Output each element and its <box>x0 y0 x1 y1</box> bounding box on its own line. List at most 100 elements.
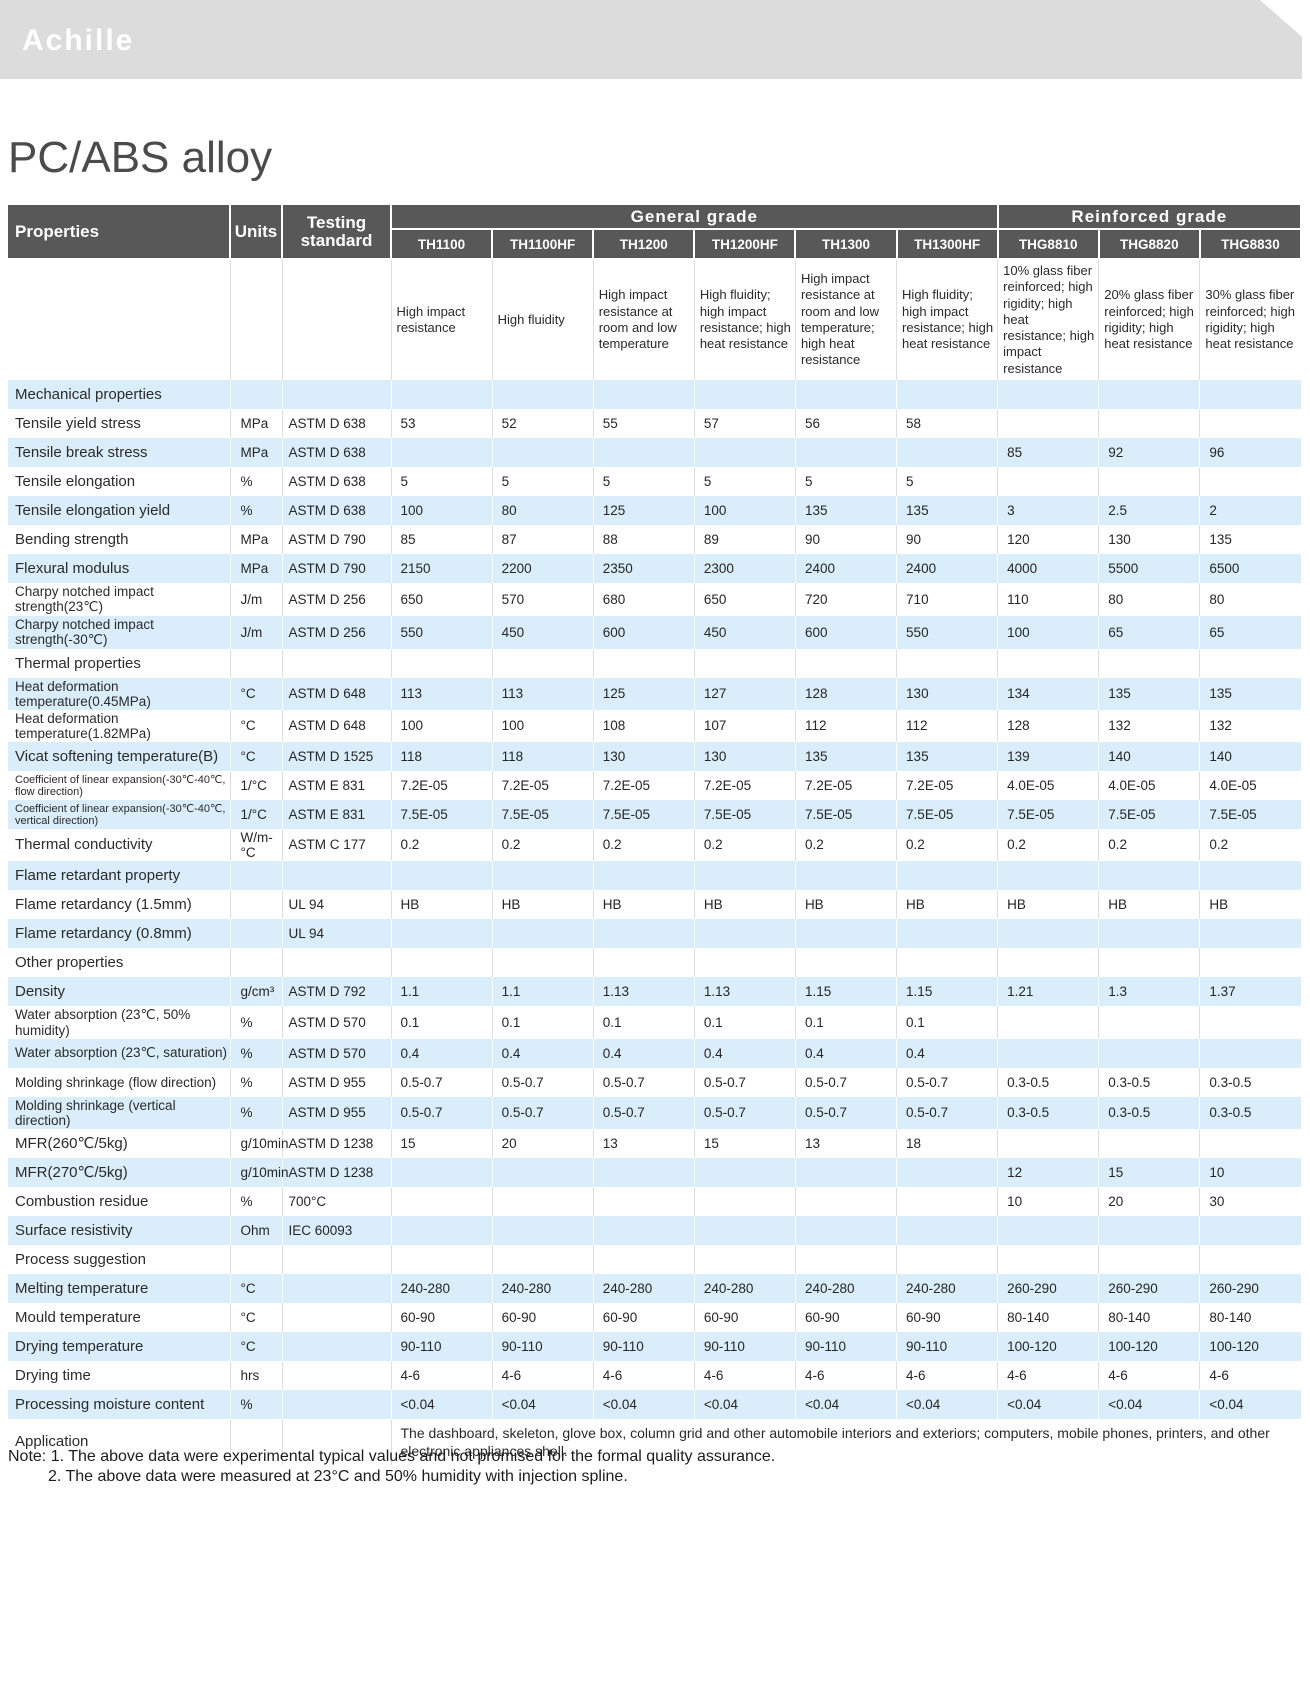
property-cell: Heat deformation temperature(1.82MPa) <box>8 709 231 742</box>
value-cell: 100-120 <box>997 1331 1100 1361</box>
value-cell <box>1098 408 1201 438</box>
value-cell <box>997 1244 1100 1274</box>
value-cell <box>391 918 493 948</box>
value-cell: 0.5-0.7 <box>795 1067 898 1097</box>
property-cell: Water absorption (23℃, 50% humidity) <box>8 1005 231 1039</box>
property-cell: MFR(270℃/5kg) <box>8 1157 231 1187</box>
data-row: Coefficient of linear expansion(-30℃-40℃… <box>8 770 1301 800</box>
value-cell: 100 <box>391 495 493 525</box>
value-cell <box>391 860 493 890</box>
value-cell: <0.04 <box>997 1389 1100 1419</box>
value-cell: <0.04 <box>1209 1396 1244 1412</box>
value-cell: 5500 <box>1098 553 1201 583</box>
unit-cell: % <box>230 1067 283 1097</box>
unit-cell: W/m-°C <box>230 828 283 861</box>
value-cell <box>1098 648 1201 678</box>
standard-cell: ASTM D 638 <box>282 437 392 467</box>
grade-description: High impact resistance at room and low t… <box>795 259 898 380</box>
value-cell: 6500 <box>1209 560 1240 576</box>
data-row: Coefficient of linear expansion(-30℃-40℃… <box>8 799 1301 829</box>
section-row: Other properties <box>8 947 1301 977</box>
value-cell: 90-110 <box>896 1331 999 1361</box>
value-cell: 130 <box>694 741 796 771</box>
value-cell: 2300 <box>694 553 796 583</box>
value-cell: 0.4 <box>694 1038 796 1068</box>
value-cell <box>1200 861 1301 890</box>
value-cell <box>492 1244 594 1274</box>
value-cell <box>694 1186 796 1216</box>
value-cell: 1.37 <box>1209 983 1236 999</box>
value-cell <box>795 918 898 948</box>
value-cell <box>391 437 493 467</box>
value-cell: 107 <box>694 709 796 742</box>
value-cell <box>896 648 999 678</box>
value-cell <box>896 1215 999 1245</box>
data-row: Heat deformation temperature(0.45MPa) °C A… <box>8 677 1301 710</box>
notes: Note: 1. The above data were experimenta… <box>8 1447 775 1487</box>
value-cell: 710 <box>896 582 999 616</box>
standard-cell: ASTM E 831 <box>282 799 392 829</box>
unit-cell <box>230 379 283 409</box>
grade-description: High fluidity; high impact resistance; h… <box>896 259 999 380</box>
unit-cell: % <box>230 1005 283 1039</box>
value-cell <box>1098 1215 1201 1245</box>
value-cell <box>694 947 796 977</box>
standard-cell <box>282 1418 392 1465</box>
value-cell: 108 <box>593 709 695 742</box>
value-cell: 1.1 <box>492 976 594 1006</box>
value-cell <box>1200 1245 1301 1274</box>
value-cell: 2350 <box>593 553 695 583</box>
unit-cell: % <box>230 495 283 525</box>
value-cell: 135 <box>1209 531 1232 547</box>
value-cell: 2200 <box>492 553 594 583</box>
grade-header: TH1100 <box>389 228 494 260</box>
data-row: Combustion residue% 700°C 10 20 30 <box>8 1186 1301 1216</box>
data-row: Charpy notched impact strength(23℃) J/m AS… <box>8 582 1301 616</box>
grade-header: THG8830 <box>1198 228 1303 260</box>
value-cell: 4-6 <box>1098 1360 1201 1390</box>
standard-cell: ASTM D 638 <box>282 495 392 525</box>
value-cell <box>492 918 594 948</box>
value-cell: 0.4 <box>391 1038 493 1068</box>
grade-header: TH1300HF <box>895 228 999 260</box>
data-row: Tensile elongation yield% ASTM D 638 100 80… <box>8 495 1301 525</box>
value-cell <box>391 1244 493 1274</box>
section-row: Thermal properties <box>8 648 1301 678</box>
value-cell: HB <box>997 889 1100 919</box>
value-cell <box>694 860 796 890</box>
value-cell: 58 <box>896 408 999 438</box>
value-cell: 7.5E-05 <box>896 799 999 829</box>
value-cell: 0.5-0.7 <box>492 1096 594 1129</box>
property-cell: Flame retardancy (1.5mm) <box>8 889 231 919</box>
value-cell: 7.5E-05 <box>694 799 796 829</box>
value-cell: 80-140 <box>1098 1302 1201 1332</box>
unit-cell: MPa <box>230 524 283 554</box>
data-row: Flame retardancy (0.8mm) UL 94 <box>8 918 1301 948</box>
data-row: Mould temperature °C 60-90 60-90 60-90 60-90 6… <box>8 1302 1301 1332</box>
value-cell: 0.2 <box>391 828 493 861</box>
property-cell: Tensile elongation <box>8 466 231 496</box>
value-cell: 0.2 <box>896 828 999 861</box>
value-cell: 132 <box>1209 718 1232 734</box>
application-cell: The dashboard, skeleton, glove box, colu… <box>400 1424 1270 1459</box>
unit-cell: °C <box>230 1302 283 1332</box>
value-cell: 7.5E-05 <box>795 799 898 829</box>
standard-cell <box>282 1389 392 1419</box>
property-cell: Mechanical properties <box>8 379 231 409</box>
note-line-1: Note: 1. The above data were experimenta… <box>8 1448 776 1465</box>
value-cell <box>391 1157 493 1187</box>
unit-cell: g/cm³ <box>230 976 283 1006</box>
standard-cell: IEC 60093 <box>282 1215 392 1245</box>
value-cell: 4-6 <box>795 1360 898 1390</box>
value-cell: <0.04 <box>593 1389 695 1419</box>
data-row: MFR(270℃/5kg) g/10min ASTM D 1238 12 15 10 <box>8 1157 1301 1187</box>
standard-cell <box>282 1244 392 1274</box>
value-cell: 60-90 <box>795 1302 898 1332</box>
grade-header: TH1100HF <box>491 228 595 260</box>
value-cell: 0.4 <box>492 1038 594 1068</box>
reinforced-grade-header: Reinforced grade <box>996 203 1303 230</box>
value-cell: 100 <box>694 495 796 525</box>
value-cell: <0.04 <box>694 1389 796 1419</box>
units-header: Units <box>229 203 283 260</box>
data-row: Water absorption (23℃, 50% humidity)% AST… <box>8 1005 1301 1039</box>
